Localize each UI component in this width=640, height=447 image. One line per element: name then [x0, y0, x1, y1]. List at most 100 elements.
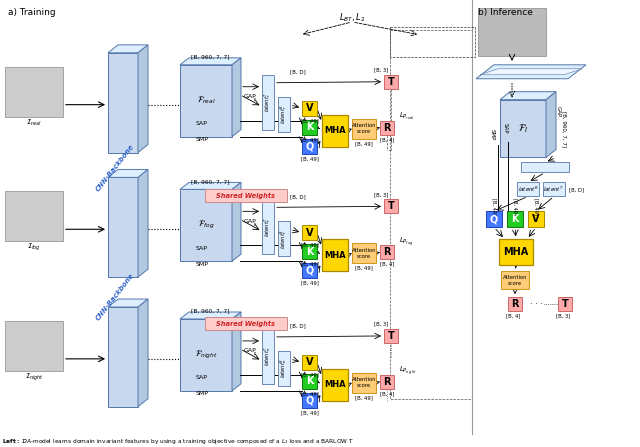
Bar — [302, 393, 317, 408]
Text: r: r — [253, 351, 255, 356]
Bar — [108, 177, 138, 277]
Text: SMP: SMP — [196, 137, 209, 142]
Text: r: r — [253, 97, 255, 102]
Text: [B, 4]: [B, 4] — [380, 261, 394, 267]
Text: R: R — [511, 299, 519, 309]
Text: GAP: GAP — [244, 348, 257, 354]
Text: [B, 49]: [B, 49] — [301, 156, 319, 161]
Bar — [352, 118, 376, 139]
Polygon shape — [108, 169, 148, 177]
Bar — [384, 199, 398, 213]
Text: Q: Q — [305, 266, 314, 276]
Polygon shape — [138, 45, 148, 152]
Bar — [302, 139, 317, 153]
Text: T: T — [388, 201, 394, 211]
Text: V: V — [306, 228, 313, 238]
Text: [B, 49]: [B, 49] — [513, 198, 518, 215]
Text: [B, 960, 7, 7]: [B, 960, 7, 7] — [191, 308, 229, 313]
Polygon shape — [500, 92, 556, 100]
Text: $latent^R$: $latent^R$ — [518, 185, 538, 194]
Text: [B, 49]: [B, 49] — [492, 198, 497, 215]
Bar — [262, 199, 274, 254]
Text: [B, 49]: [B, 49] — [301, 372, 319, 377]
Bar — [384, 75, 398, 89]
Text: [B, 49]: [B, 49] — [355, 141, 373, 146]
Text: SAP: SAP — [196, 121, 208, 126]
Text: MHA: MHA — [504, 247, 529, 257]
Bar — [5, 67, 63, 117]
Text: R: R — [383, 122, 391, 133]
Bar — [262, 329, 274, 384]
Text: $latent^T_{r}$: $latent^T_{r}$ — [262, 92, 273, 112]
Text: SAP: SAP — [196, 375, 208, 380]
Bar — [108, 53, 138, 152]
Text: Shared Weights: Shared Weights — [216, 193, 275, 199]
Text: $\mathcal{I}_{fog}$: $\mathcal{I}_{fog}$ — [27, 241, 41, 253]
Polygon shape — [180, 182, 241, 190]
Text: [B, 3]: [B, 3] — [556, 313, 570, 319]
Bar — [380, 375, 394, 389]
Text: T: T — [562, 299, 568, 309]
Text: SMP: SMP — [196, 391, 209, 396]
Text: SAP: SAP — [502, 123, 508, 134]
Text: Attention
score: Attention score — [503, 275, 527, 286]
Bar — [500, 100, 546, 157]
Bar — [352, 243, 376, 263]
Text: [B, 49]: [B, 49] — [301, 261, 319, 267]
Text: K: K — [306, 376, 313, 386]
Bar — [507, 211, 523, 227]
Text: [B, 3]: [B, 3] — [374, 321, 388, 326]
Bar — [517, 182, 539, 196]
Text: r: r — [253, 222, 255, 227]
Bar — [322, 239, 348, 271]
Text: [B, 4]: [B, 4] — [380, 137, 394, 142]
Text: [B, 49]: [B, 49] — [301, 243, 319, 248]
Text: MHA: MHA — [324, 126, 346, 135]
Text: CNN-Backbone: CNN-Backbone — [95, 272, 135, 322]
Text: $\mathcal{I}_{night}$: $\mathcal{I}_{night}$ — [24, 371, 44, 383]
Text: V: V — [306, 103, 313, 113]
Bar — [478, 8, 546, 56]
Text: $\mathcal{F}_{real}$: $\mathcal{F}_{real}$ — [196, 95, 216, 106]
Bar — [499, 239, 533, 265]
Bar — [302, 244, 317, 259]
Text: $\mathcal{F}_{fog}$: $\mathcal{F}_{fog}$ — [198, 219, 214, 232]
Bar — [302, 263, 317, 278]
Text: Attention
score: Attention score — [352, 377, 376, 388]
Text: Attention
score: Attention score — [352, 248, 376, 259]
Bar — [278, 351, 290, 386]
Text: R: R — [383, 377, 391, 387]
Polygon shape — [180, 58, 241, 65]
Text: K: K — [511, 214, 519, 224]
Text: [B, 49]: [B, 49] — [355, 266, 373, 270]
Text: $L_{P_{fog}}$: $L_{P_{fog}}$ — [399, 235, 413, 248]
Text: MHA: MHA — [324, 251, 346, 260]
Text: GAP: GAP — [244, 219, 257, 224]
Text: SMP: SMP — [196, 261, 209, 267]
Bar — [501, 271, 529, 289]
Text: $latent^R_{f}$: $latent^R_{f}$ — [278, 229, 289, 249]
Polygon shape — [180, 312, 241, 319]
Text: $L_{BT}, L_2$: $L_{BT}, L_2$ — [339, 12, 365, 24]
Bar — [302, 120, 317, 135]
Text: [B, 3]: [B, 3] — [374, 67, 388, 72]
Polygon shape — [108, 45, 148, 53]
Text: Q: Q — [490, 214, 498, 224]
Bar — [262, 75, 274, 130]
Text: · · ·: · · · — [530, 299, 543, 308]
Bar — [180, 65, 232, 137]
Text: $\mathcal{F}_{I}$: $\mathcal{F}_{I}$ — [518, 122, 528, 135]
Text: Attention
score: Attention score — [352, 123, 376, 134]
Text: [B, 49]: [B, 49] — [301, 281, 319, 286]
Bar — [278, 221, 290, 256]
Polygon shape — [138, 299, 148, 407]
Text: $\bf{Left:}$ $\mathcal{D}A$-model learns domain invariant features by using a tr: $\bf{Left:}$ $\mathcal{D}A$-model learns… — [2, 437, 354, 446]
Text: SAP: SAP — [196, 246, 208, 251]
Bar — [508, 297, 522, 311]
Text: $L_{P_{night}}$: $L_{P_{night}}$ — [399, 365, 417, 377]
Text: $latent^T$: $latent^T$ — [543, 185, 564, 194]
Text: SMP: SMP — [490, 129, 495, 140]
Text: CNN-Backbone: CNN-Backbone — [95, 143, 135, 192]
Polygon shape — [480, 69, 582, 75]
Bar — [302, 355, 317, 370]
